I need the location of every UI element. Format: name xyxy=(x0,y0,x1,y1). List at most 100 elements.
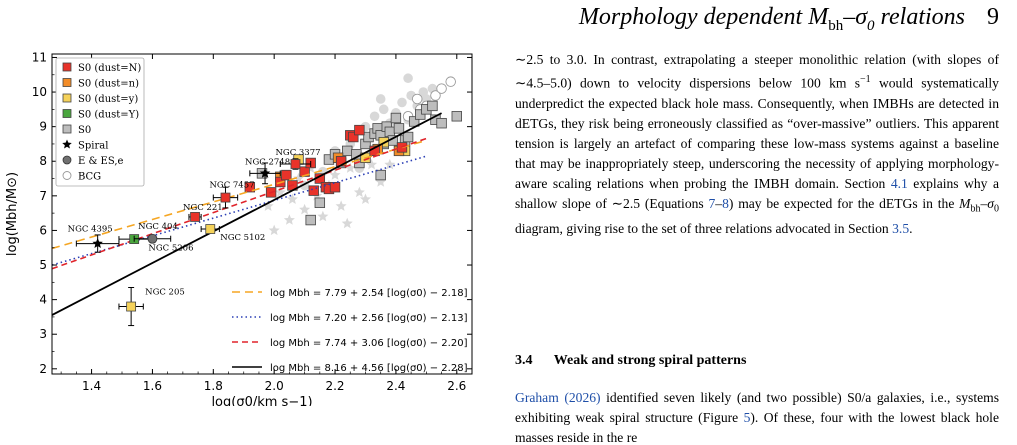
annotation-ngc-221: NGC 221 xyxy=(183,203,223,213)
data-point xyxy=(244,181,256,193)
fit-legend-label: log Mbh = 8.16 + 4.56 [log(σ0) − 2.28] xyxy=(270,363,468,374)
legend-label: S0 (dust=Y) xyxy=(78,110,139,121)
data-point xyxy=(378,104,389,115)
data-point xyxy=(283,214,295,225)
legend-marker xyxy=(62,62,72,72)
section-number: 3.4 xyxy=(515,353,533,368)
y-tick-label: 8 xyxy=(39,154,47,168)
figure-mbh-sigma: NGC 4395 NGC 404 NGC 5206 NGC 221 NGC 7457 NG… xyxy=(0,46,480,406)
x-axis: 1.4 1.6 1.8 2.0 2.2 2.4 2.6 xyxy=(60,54,466,393)
point-ngc-205 xyxy=(126,301,137,312)
legend-label: BCG xyxy=(78,172,101,183)
data-point xyxy=(342,145,353,157)
plot-frame xyxy=(51,53,473,375)
data-point xyxy=(403,73,413,84)
legend-marker xyxy=(62,124,72,134)
legend-marker xyxy=(62,93,72,103)
section-paragraph: Graham (2026) identified seven likely (a… xyxy=(515,388,999,445)
fit-line-4 xyxy=(52,112,442,316)
data-point xyxy=(402,131,414,143)
legend-marker xyxy=(62,139,72,149)
point-ngc-5102 xyxy=(205,224,216,234)
legend-item: S0 xyxy=(62,124,91,136)
x-tick-label: 1.4 xyxy=(82,379,101,393)
data-point xyxy=(384,126,396,138)
fit-line-3 xyxy=(52,137,427,270)
legend-label: S0 (dust=N) xyxy=(78,63,141,74)
legend-marker xyxy=(62,109,72,118)
x-tick-label: 2.2 xyxy=(325,379,344,393)
x-tick-label: 2.4 xyxy=(386,379,405,393)
data-point xyxy=(354,124,365,136)
labelled-point xyxy=(200,224,220,234)
legend-label: E & ES,e xyxy=(78,156,124,167)
data-point xyxy=(397,97,407,108)
data-point xyxy=(299,203,311,215)
annotation-ngc-4395: NGC 4395 xyxy=(68,225,113,235)
x-tick-label: 1.8 xyxy=(204,379,223,393)
y-tick-label: 6 xyxy=(39,223,47,237)
y-tick-label: 3 xyxy=(39,327,47,341)
legend-label: S0 xyxy=(78,125,91,136)
data-point xyxy=(375,169,386,181)
annotation-ngc-7457: NGC 7457 xyxy=(209,181,254,191)
y-axis-label: log(Mbh/M⊙) xyxy=(5,172,20,256)
section-paragraph-text: Graham (2026) identified seven likely (a… xyxy=(515,390,999,445)
legend-item: BCG xyxy=(62,171,101,183)
labelled-point xyxy=(75,234,120,253)
data-point xyxy=(329,181,341,193)
legend-marker xyxy=(62,171,72,180)
data-point xyxy=(384,158,396,170)
data-point xyxy=(305,214,316,226)
data-point xyxy=(393,123,405,134)
running-header: Morphology dependent Mbh–σ0 relations 9 xyxy=(579,4,999,35)
annotation-ngc-205: NGC 205 xyxy=(145,288,185,298)
data-point xyxy=(375,94,386,104)
legend-item: E & ES,e xyxy=(62,155,124,167)
annotation-ngc-404: NGC 404 xyxy=(138,222,178,232)
point-ngc-2748 xyxy=(259,167,271,178)
plot-area: NGC 4395 NGC 404 NGC 5206 NGC 221 NGC 7457 NG… xyxy=(52,73,462,327)
legend-label: Spiral xyxy=(78,141,108,152)
labelled-point xyxy=(249,162,281,185)
data-point xyxy=(366,158,378,170)
body-paragraph-text: ∼2.5 to 3.0. In contrast, extrapolating … xyxy=(515,52,999,237)
x-tick-label: 1.6 xyxy=(143,379,162,393)
data-point xyxy=(436,117,447,129)
labelled-point xyxy=(212,186,239,209)
data-point xyxy=(353,186,365,198)
legend-box xyxy=(55,57,145,187)
data-point xyxy=(344,162,356,173)
labelled-point xyxy=(188,212,202,222)
data-point xyxy=(341,217,353,229)
body-paragraph: ∼2.5 to 3.0. In contrast, extrapolating … xyxy=(515,50,999,239)
data-point xyxy=(451,111,462,122)
labelled-point xyxy=(279,158,312,170)
running-title: Morphology dependent Mbh–σ0 relations xyxy=(578,4,965,34)
legend-label: S0 (dust=n) xyxy=(78,79,139,90)
labelled-point xyxy=(118,287,144,327)
x-tick-label: 2.0 xyxy=(265,379,284,393)
data-point xyxy=(430,90,441,101)
section-heading: 3.4 Weak and strong spiral patterns xyxy=(515,353,746,369)
x-axis-label: log(σ0/km s−1) xyxy=(211,395,312,406)
labelled-point xyxy=(133,233,172,244)
data-point xyxy=(308,185,319,196)
data-point xyxy=(314,197,326,208)
data-point xyxy=(281,169,292,181)
annotation-ngc-5102: NGC 5102 xyxy=(220,233,265,243)
legend-item: S0 (dust=Y) xyxy=(62,109,139,121)
data-point xyxy=(375,176,387,187)
page-number: 9 xyxy=(987,4,999,30)
legend-marker xyxy=(62,155,72,165)
y-tick-label: 11 xyxy=(32,50,47,64)
legend-item: S0 (dust=y) xyxy=(62,93,138,105)
x-tick-label: 2.6 xyxy=(447,379,466,393)
data-point xyxy=(268,224,280,236)
data-point xyxy=(286,193,298,204)
y-tick-label: 4 xyxy=(39,293,47,307)
point-ngc-7457 xyxy=(220,192,231,203)
data-point xyxy=(299,166,310,177)
y-tick-label: 10 xyxy=(32,85,47,99)
fit-legend-label: log Mbh = 7.74 + 3.06 [log(σ0) − 2.20] xyxy=(270,338,468,349)
